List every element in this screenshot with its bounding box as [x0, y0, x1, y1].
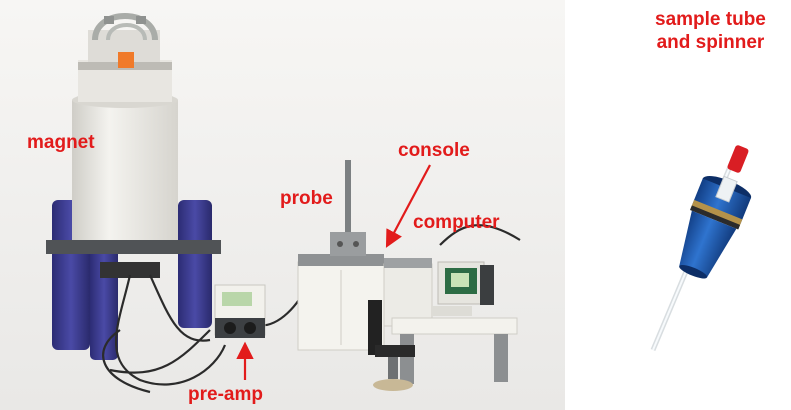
computer-desk — [391, 261, 518, 384]
label-sample-line2: and spinner — [656, 32, 765, 53]
label-preamp: pre-amp — [188, 384, 263, 405]
tube-cap — [727, 145, 749, 173]
label-sample-line1: sample tube — [655, 9, 766, 30]
label-computer: computer — [413, 212, 500, 233]
label-console: console — [398, 140, 470, 161]
magnet-connector — [100, 262, 160, 278]
probe — [330, 160, 366, 256]
preamp-box — [214, 284, 266, 338]
orange-cap — [118, 52, 134, 68]
photo-illustration — [0, 0, 565, 410]
label-arrows — [236, 164, 431, 380]
label-sample-tube: sample tube and spinner — [655, 8, 766, 54]
spinner — [679, 175, 752, 279]
label-magnet: magnet — [27, 132, 95, 153]
sample-panel: sample tube and spinner — [565, 0, 791, 410]
label-probe: probe — [280, 188, 333, 209]
lego-nmr-photo: magnet console probe computer pre-amp — [0, 0, 565, 410]
magnet — [72, 13, 178, 245]
magnet-base-plate — [46, 240, 221, 254]
spinner-illustration — [650, 145, 752, 351]
console-arrow — [385, 164, 431, 248]
chair — [368, 300, 415, 391]
